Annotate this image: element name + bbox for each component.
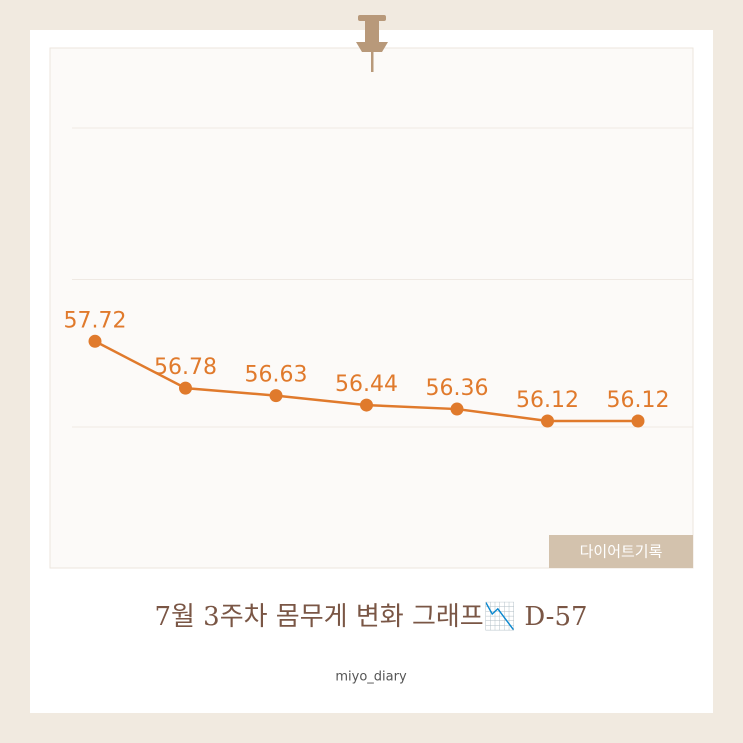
point: [88, 334, 102, 348]
value-label: 56.78: [154, 355, 217, 380]
value-label: 56.36: [426, 376, 489, 401]
point: [269, 389, 283, 403]
point: [450, 402, 464, 416]
point: [179, 381, 192, 395]
value-label: 57.72: [64, 308, 127, 333]
point: [541, 414, 554, 428]
plot: 57.72 56.78 56.63 56.44 56.36 56.12 56.12: [64, 127, 693, 428]
badge: 다이어트기록: [580, 543, 663, 561]
caption: 7월 3주차 몸무게 변화 그래프📉 D-57: [154, 601, 587, 632]
point: [631, 414, 645, 428]
author: miyo_diary: [335, 670, 407, 685]
pin: [356, 15, 388, 72]
point: [360, 398, 373, 412]
value-label: 56.12: [607, 388, 670, 413]
chart-panel: [49, 47, 694, 569]
value-label: 56.63: [245, 363, 308, 388]
value-label: 56.44: [335, 372, 398, 397]
badge-bg: [549, 535, 693, 568]
value-label: 56.12: [516, 388, 579, 413]
